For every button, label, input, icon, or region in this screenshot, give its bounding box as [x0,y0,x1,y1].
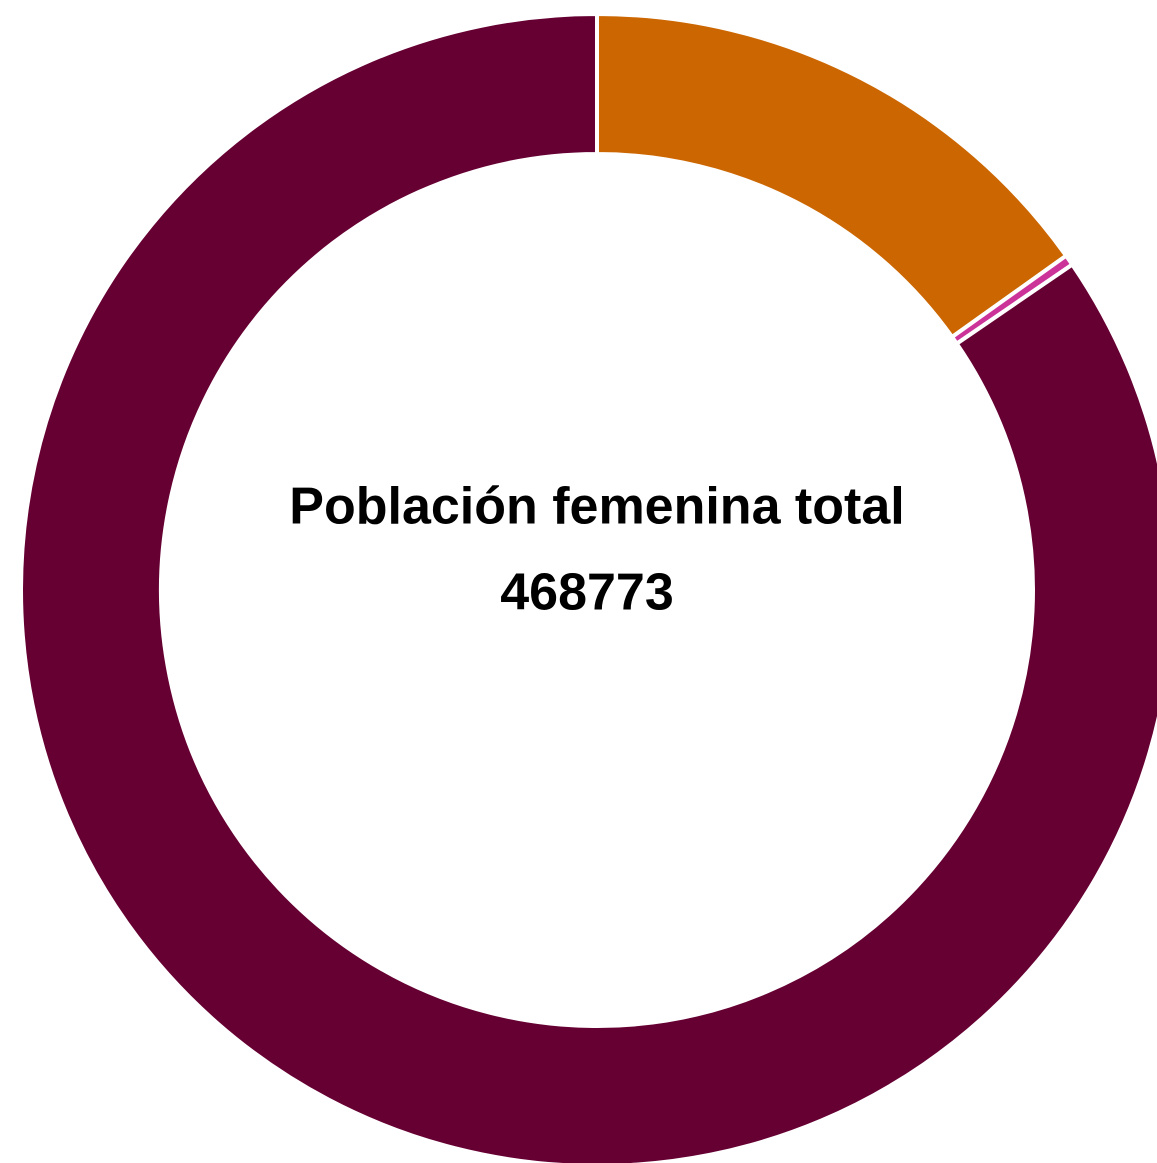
donut-slice [19,11,1157,1163]
donut [19,11,1157,1163]
center-label: Población femenina total [289,478,904,536]
center-value: 468773 [500,564,674,622]
donut-slice [595,11,1069,340]
